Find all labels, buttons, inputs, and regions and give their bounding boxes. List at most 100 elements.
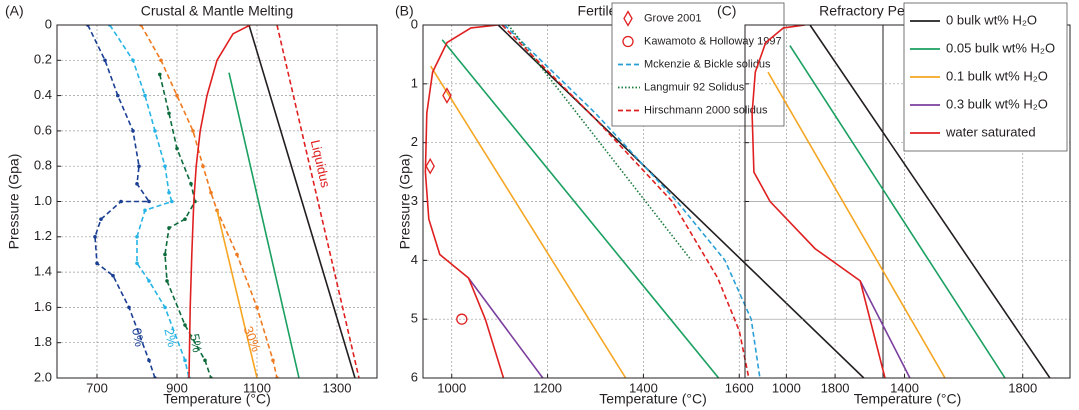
point: [235, 252, 239, 257]
legend-swatch: [623, 10, 633, 27]
legend-label: Langmuir 92 Solidus: [644, 81, 745, 93]
point: [93, 235, 97, 239]
series-line: [859, 280, 911, 378]
y-tick-label: 2.0: [34, 369, 52, 384]
panel: 700 900 1100 1300 0 0.2 0.4 0.6 0.8 1.0 1.2 1.4 1.6 1…: [5, 3, 378, 407]
point: [127, 305, 131, 310]
y-tick-label: 2: [411, 134, 418, 149]
point: [163, 305, 167, 310]
y-tick-label: 1.2: [34, 228, 52, 243]
point: [175, 146, 179, 151]
x-axis-label: Temperature (°C): [599, 391, 707, 407]
x-tick-label: 1800: [1008, 380, 1037, 395]
x-tick-label: 1400: [890, 380, 919, 395]
series-line: [159, 74, 212, 378]
point: [135, 235, 139, 239]
curve-label: 0%: [129, 327, 147, 349]
y-tick-label: 1.8: [34, 334, 52, 349]
series-line: [188, 25, 251, 378]
point: [163, 164, 167, 168]
y-tick-label: 5: [411, 311, 418, 326]
legend-label: Kawamoto & Holloway 1997: [644, 35, 782, 47]
legend-swatch: [622, 35, 634, 48]
series-layer: [424, 25, 865, 378]
legend-label: water saturated: [945, 124, 1036, 139]
point: [255, 305, 259, 310]
point: [189, 182, 193, 186]
series-line: [248, 25, 356, 378]
x-tick-label: 700: [86, 380, 108, 395]
legend: 0 bulk wt% H₂O 0.05 bulk wt% H₂O 0.1 bulk …: [903, 2, 1068, 152]
series-line: [503, 25, 761, 378]
panel-label: (C): [717, 3, 736, 19]
y-tick-label: 3: [411, 193, 418, 208]
x-tick-label: 1600: [725, 380, 754, 395]
legend-label: Hirschmann 2000 solidus: [644, 104, 768, 116]
point: [137, 164, 141, 168]
point: [111, 273, 115, 278]
x-tick-label: 1300: [323, 380, 352, 395]
series-line: [767, 71, 946, 378]
legend-label: 0.05 bulk wt% H₂O: [946, 40, 1055, 55]
point: [183, 323, 187, 327]
legend-label: 0.1 bulk wt% H₂O: [946, 68, 1048, 83]
series-line: [430, 65, 627, 378]
y-tick-label: 0: [411, 16, 418, 31]
legend-label: Grove 2001: [644, 12, 701, 24]
y-tick-label: 0: [45, 16, 52, 31]
panel-label: (A): [5, 3, 24, 19]
point: [425, 157, 435, 175]
point: [209, 190, 213, 195]
point: [183, 358, 187, 363]
point: [116, 93, 120, 98]
point: [135, 182, 139, 186]
curve-label: 5%: [187, 333, 205, 354]
series-line: [751, 25, 886, 378]
legend-label: 0.3 bulk wt% H₂O: [946, 96, 1048, 111]
x-tick-label: 1800: [821, 380, 850, 395]
point: [165, 279, 169, 283]
series-line: [424, 25, 505, 378]
x-tick-label: 900: [166, 380, 188, 395]
point: [201, 164, 205, 168]
legend: Grove 2001 Kawamoto & Holloway 1997 Mckenz…: [611, 2, 785, 127]
point: [271, 358, 275, 363]
point: [143, 93, 147, 98]
point: [167, 190, 171, 195]
point: [167, 226, 171, 230]
y-tick-label: 4: [411, 252, 418, 267]
point: [147, 358, 151, 363]
point: [158, 72, 162, 77]
point: [159, 58, 163, 63]
plot-frame: [56, 24, 378, 379]
y-tick-label: 0.6: [34, 122, 52, 137]
point: [147, 279, 151, 283]
panel-title: Crustal & Mantle Melting: [141, 3, 294, 19]
y-tick-label: 1.6: [34, 299, 52, 314]
series-line: [140, 25, 278, 378]
curve-label: Liquidus: [308, 138, 334, 189]
curve-label: 2%: [161, 327, 180, 349]
x-tick-label: 1000: [772, 380, 801, 395]
series-line: [109, 25, 190, 378]
x-tick-label: 1200: [533, 380, 562, 395]
point: [143, 208, 147, 213]
series-line: [441, 39, 720, 378]
legend-label: 0 bulk wt% H₂O: [946, 12, 1037, 27]
series-line: [228, 72, 300, 378]
point: [153, 129, 157, 133]
point: [442, 87, 452, 104]
curve-label: 30%: [241, 324, 265, 354]
point: [203, 358, 207, 363]
point: [147, 199, 151, 204]
x-tick-label: 1000: [437, 380, 466, 395]
series-line: [216, 210, 258, 378]
series-line: [789, 45, 1006, 378]
y-tick-label: 0.2: [34, 52, 52, 67]
legend-label: Mckenzie & Bickle solidus: [644, 58, 771, 70]
point: [170, 199, 174, 204]
